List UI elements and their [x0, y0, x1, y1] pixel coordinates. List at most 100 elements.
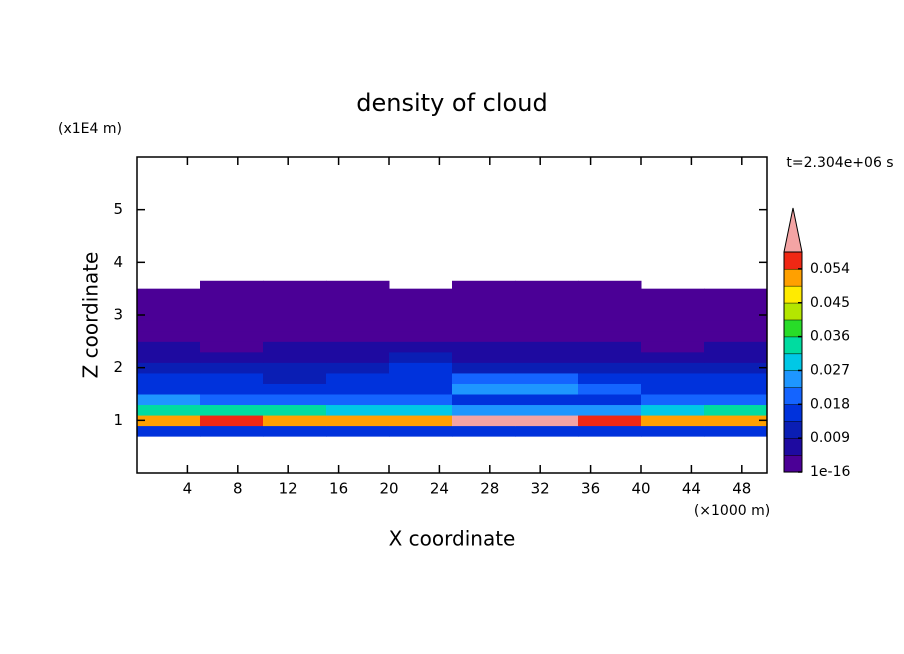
y-tick-label: 3	[113, 306, 123, 324]
colorbar-band	[783, 437, 803, 456]
field-cell	[263, 383, 327, 395]
colorbar-band	[783, 420, 803, 439]
field-cell	[641, 341, 705, 353]
colorbar-band	[783, 336, 803, 355]
field-cell	[200, 372, 264, 384]
field-cell	[389, 320, 453, 332]
x-axis-label: X coordinate	[389, 527, 516, 551]
field-cell	[578, 425, 642, 437]
colorbar-band	[783, 268, 803, 287]
field-cell	[200, 299, 264, 311]
x-tick-label: 4	[183, 480, 193, 498]
field-cell	[263, 351, 327, 363]
field-cell	[452, 425, 516, 437]
field-cell	[326, 330, 390, 342]
field-cell	[326, 404, 390, 416]
field-cell	[263, 415, 327, 427]
field-cell	[578, 309, 642, 321]
field-cell	[578, 404, 642, 416]
field-cell	[515, 299, 579, 311]
field-cell	[452, 299, 516, 311]
field-cell	[704, 309, 768, 321]
colorbar-band	[783, 302, 803, 321]
field-cell	[389, 309, 453, 321]
field-cell	[137, 309, 201, 321]
field-cell	[704, 299, 768, 311]
field-cell	[704, 383, 768, 395]
field-cell	[515, 425, 579, 437]
field-cell	[200, 330, 264, 342]
field-cell	[704, 320, 768, 332]
field-cell	[200, 415, 264, 427]
field-cell	[389, 299, 453, 311]
field-cell	[515, 341, 579, 353]
field-cell	[515, 288, 579, 300]
x-tick-label: 40	[631, 480, 650, 498]
field-cell	[326, 341, 390, 353]
field-cell	[389, 394, 453, 406]
field-cell	[578, 280, 642, 290]
colorbar-band	[783, 285, 803, 304]
field-cell	[452, 280, 516, 290]
field-cell	[263, 320, 327, 332]
field-cell	[578, 383, 642, 395]
field-cell	[515, 351, 579, 363]
colorbar-tick-label: 0.027	[810, 362, 850, 378]
field-cell	[641, 394, 705, 406]
field-cell	[137, 372, 201, 384]
field-cell	[200, 351, 264, 363]
field-cell	[704, 425, 768, 437]
colorbar-band	[783, 251, 803, 270]
field-cell	[452, 415, 516, 427]
field-cell	[452, 372, 516, 384]
field-cell	[200, 362, 264, 374]
chart-title: density of cloud	[356, 89, 547, 117]
field-cell	[641, 299, 705, 311]
field-cell	[326, 280, 390, 290]
field-cell	[263, 372, 327, 384]
field-cell	[137, 425, 201, 437]
field-cell	[452, 330, 516, 342]
y-tick-label: 4	[113, 253, 123, 271]
field-cell	[263, 394, 327, 406]
x-tick-label: 12	[279, 480, 298, 498]
colorbar-tick-label: 0.045	[810, 295, 850, 311]
field-cell	[200, 320, 264, 332]
field-cell	[389, 404, 453, 416]
x-tick-label: 24	[430, 480, 449, 498]
field-cell	[326, 372, 390, 384]
field-cell	[326, 383, 390, 395]
field-cell	[515, 415, 579, 427]
field-cell	[452, 341, 516, 353]
field-cell	[263, 299, 327, 311]
field-cell	[641, 288, 705, 300]
field-cell	[704, 415, 768, 427]
colorbar-band	[783, 370, 803, 388]
field-cell	[704, 372, 768, 384]
field-cell	[389, 372, 453, 384]
field-cell	[704, 394, 768, 406]
field-cell	[641, 330, 705, 342]
field-cell	[515, 372, 579, 384]
field-cell	[515, 404, 579, 416]
field-cell	[137, 320, 201, 332]
field-cell	[326, 394, 390, 406]
field-cell	[389, 330, 453, 342]
field-cell	[200, 341, 264, 353]
x-tick-label: 28	[480, 480, 499, 498]
field-cell	[452, 309, 516, 321]
field-cell	[452, 383, 516, 395]
x-tick-label: 8	[233, 480, 243, 498]
field-cell	[452, 404, 516, 416]
field-cell	[389, 425, 453, 437]
field-cell	[641, 309, 705, 321]
field-cell	[578, 372, 642, 384]
field-cell	[578, 320, 642, 332]
field-cell	[515, 330, 579, 342]
field-cell	[326, 362, 390, 374]
field-cell	[200, 383, 264, 395]
field-cell	[578, 341, 642, 353]
field-cell	[200, 280, 264, 290]
field-cell	[200, 309, 264, 321]
